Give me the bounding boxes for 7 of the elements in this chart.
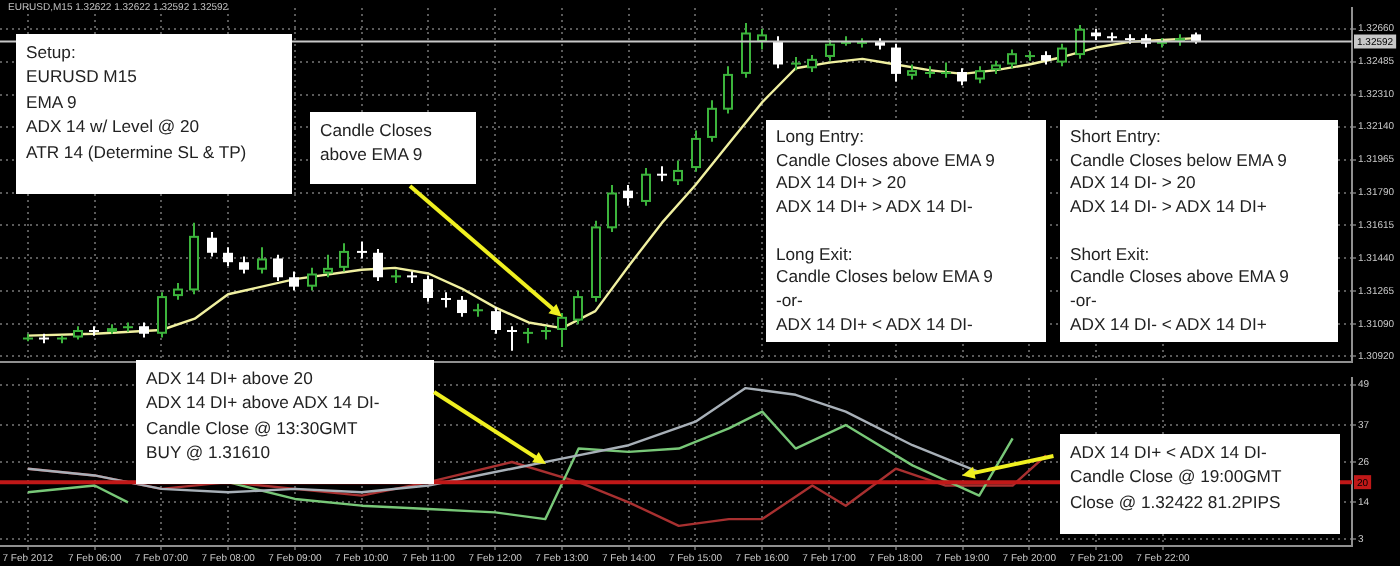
note-box: ADX 14 DI+ above 20 ADX 14 DI+ above ADX 14 DI- Candle Close @ 13:30GMT BUY @ 1.31610 — [136, 360, 434, 484]
note-box: ADX 14 DI+ < ADX 14 DI- Candle Close @ 19:00GMT Close @ 1.32422 81.2PIPS — [1060, 434, 1340, 534]
note-box: Candle Closes above EMA 9 — [310, 112, 476, 184]
candlestick — [507, 326, 517, 351]
note-box: Long Entry: Candle Closes above EMA 9 ADX 14 DI+ > 20 ADX 14 DI+ > ADX 14 DI- Long Exit: Candle Closes below EMA 9 -or- ADX 14 DI+ < ADX 14 DI- — [766, 120, 1046, 343]
note-box: Setup: EURUSD M15 EMA 9 ADX 14 w/ Level @ 20 ATR 14 (Determine SL & TP) — [16, 34, 292, 194]
note-box: Short Entry: Candle Closes below EMA 9 ADX 14 DI- > 20 ADX 14 DI- > ADX 14 DI+ Short Exit: Candle Closes above EMA 9 -or- ADX 14 DI- < ADX 14 DI+ — [1060, 120, 1338, 343]
